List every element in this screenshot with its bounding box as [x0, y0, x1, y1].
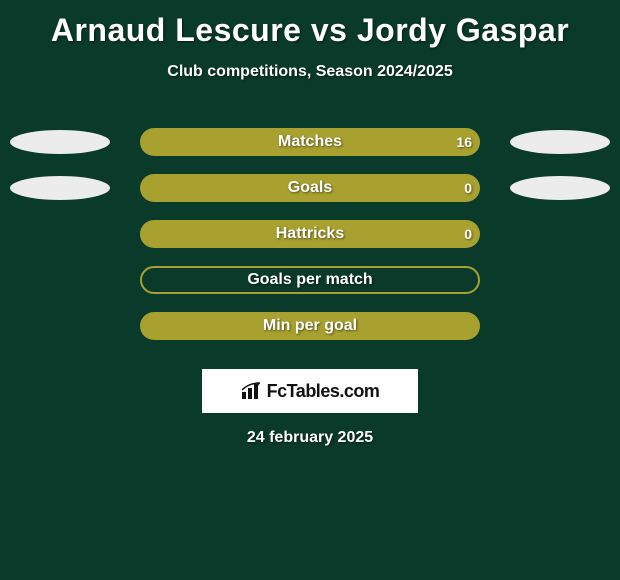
left-pill: [10, 130, 110, 154]
logo: FcTables.com: [241, 381, 380, 402]
comparison-card: Arnaud Lescure vs Jordy Gaspar Club comp…: [0, 0, 620, 580]
right-pill: [510, 130, 610, 154]
stat-row: Min per goal: [0, 303, 620, 349]
stat-row: Goals0: [0, 165, 620, 211]
stat-row: Matches16: [0, 119, 620, 165]
stat-value: 0: [464, 220, 472, 248]
stat-label: Goals per match: [140, 266, 480, 294]
stat-bar: Matches16: [140, 128, 480, 156]
left-pill: [10, 176, 110, 200]
barchart-icon: [241, 382, 263, 400]
logo-text: FcTables.com: [267, 381, 380, 402]
stat-bar: Goals per match: [140, 266, 480, 294]
logo-box: FcTables.com: [202, 369, 418, 413]
stat-row: Goals per match: [0, 257, 620, 303]
stat-label: Matches: [140, 128, 480, 156]
stat-value: 0: [464, 174, 472, 202]
page-title: Arnaud Lescure vs Jordy Gaspar: [0, 0, 620, 49]
stat-rows: Matches16Goals0Hattricks0Goals per match…: [0, 119, 620, 349]
stat-value: 16: [456, 128, 472, 156]
right-pill: [510, 176, 610, 200]
stat-row: Hattricks0: [0, 211, 620, 257]
subtitle: Club competitions, Season 2024/2025: [0, 63, 620, 81]
stat-bar: Goals0: [140, 174, 480, 202]
stat-label: Goals: [140, 174, 480, 202]
date-text: 24 february 2025: [0, 429, 620, 447]
stat-label: Min per goal: [140, 312, 480, 340]
stat-bar: Hattricks0: [140, 220, 480, 248]
stat-bar: Min per goal: [140, 312, 480, 340]
stat-label: Hattricks: [140, 220, 480, 248]
